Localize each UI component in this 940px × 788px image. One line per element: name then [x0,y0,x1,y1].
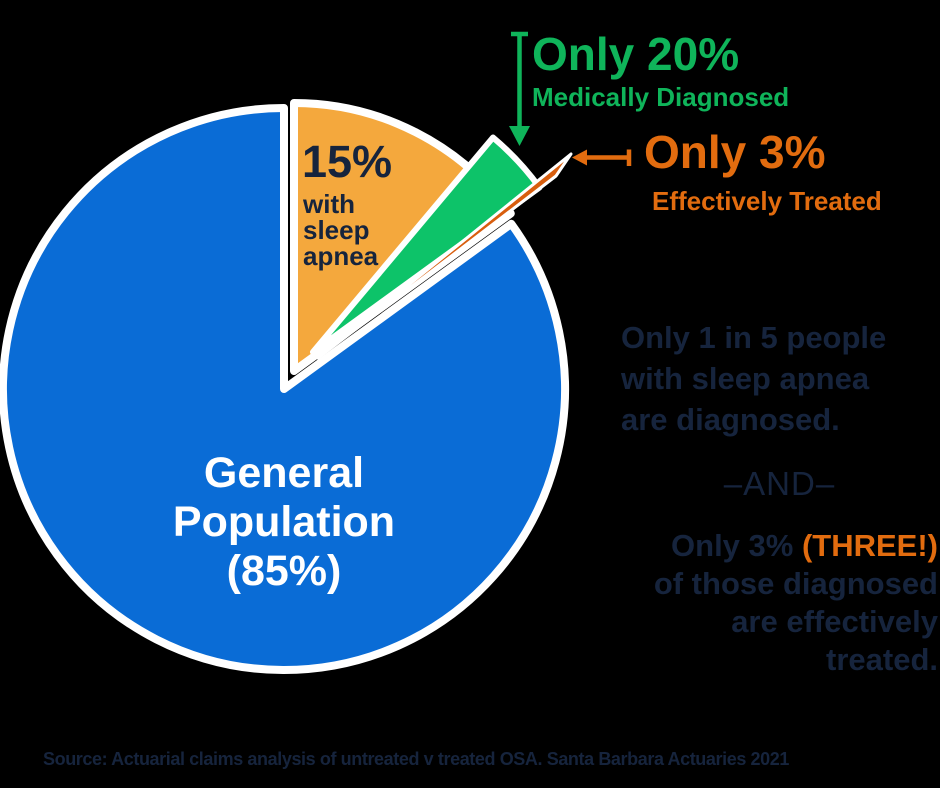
general-label-line2: Population [172,498,396,546]
callout-diagnosed-statement: Only 1 in 5 people with sleep apnea are … [621,317,940,440]
pie-slice-general-population [0,104,569,674]
apnea-slice-percent-label: 15% [302,136,393,187]
apnea-slice-text-label: with sleep apnea [303,191,378,269]
callout-line6: are effectively [731,604,938,639]
treated-annotation-subtitle: Effectively Treated [652,186,882,216]
source-attribution: Source: Actuarial claims analysis of unt… [43,749,789,769]
diagnosed-annotation-title: Only 20% [532,28,740,80]
callout-line1: Only 1 in 5 people [621,320,887,355]
callout-line2: with sleep apnea [621,361,870,396]
callout-line4-pre: Only 3% [671,528,802,563]
callout-line4-highlight: (THREE!) [801,528,938,563]
apnea-label-line3: apnea [303,241,379,271]
apnea-label-line2: sleep [303,215,370,245]
left-arrow-icon [572,149,632,166]
callout-and-separator: –AND– [723,465,836,502]
callout-line4: Only 3% (THREE!) [498,527,938,565]
callout-treated-statement: Only 3% (THREE!) of those diagnosed are … [498,527,938,679]
callout-line7: treated. [826,642,938,677]
down-arrow-icon [509,31,530,146]
general-label-line1: General [203,449,365,497]
general-label-line3: (85%) [226,547,342,595]
diagnosed-annotation-subtitle: Medically Diagnosed [532,82,790,112]
treated-annotation-title: Only 3% [644,126,826,178]
apnea-label-line1: with [303,189,355,219]
pie-slice-effectively-treated [316,152,573,360]
callout-line3: are diagnosed. [621,402,840,437]
callout-line5: of those diagnosed [653,566,938,601]
general-population-label: General Population (85%) [84,449,484,596]
